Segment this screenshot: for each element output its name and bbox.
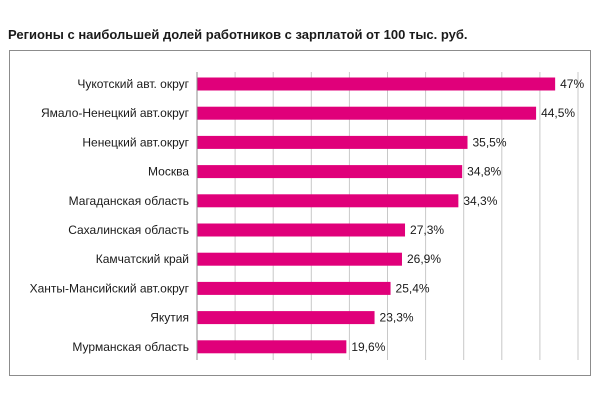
value-label: 34,8% [467,165,501,179]
value-label: 25,4% [396,281,430,295]
bar [197,252,402,266]
category-label: Москва [148,165,189,179]
bar [197,77,556,91]
bar [197,311,375,325]
category-label: Якутия [150,311,189,325]
bars [197,77,556,354]
value-label: 26,9% [407,252,441,266]
category-label: Ненецкий авт.округ [82,135,189,149]
bar [197,194,459,208]
category-label: Магаданская область [69,194,189,208]
bar [197,165,463,179]
category-label: Чукотский авт. округ [77,77,189,91]
value-label: 44,5% [541,106,575,120]
bar [197,106,537,120]
grid-lines [234,72,579,360]
category-label: Камчатский край [96,252,189,266]
value-label: 27,3% [410,223,444,237]
chart-frame [9,50,591,376]
bar [197,340,347,354]
category-label: Ханты-Мансийский авт.округ [30,281,190,295]
category-labels: Чукотский авт. округ Ямало-Ненецкий авт.о… [30,77,190,354]
category-label: Сахалинская область [68,223,189,237]
bar [197,281,391,295]
value-label: 35,5% [473,135,507,149]
value-label: 47% [560,77,584,91]
bar [197,223,406,237]
value-label: 34,3% [463,194,497,208]
chart-title: Регионы с наибольшей долей работников с … [8,27,468,42]
value-label: 23,3% [380,311,414,325]
value-label: 19,6% [351,340,385,354]
category-label: Ямало-Ненецкий авт.округ [41,106,190,120]
value-labels: 47% 44,5% 35,5% 34,8% 34,3% 27,3% 26,9% 25,4% 23… [351,77,584,354]
category-label: Мурманская область [72,340,189,354]
bar [197,135,468,149]
